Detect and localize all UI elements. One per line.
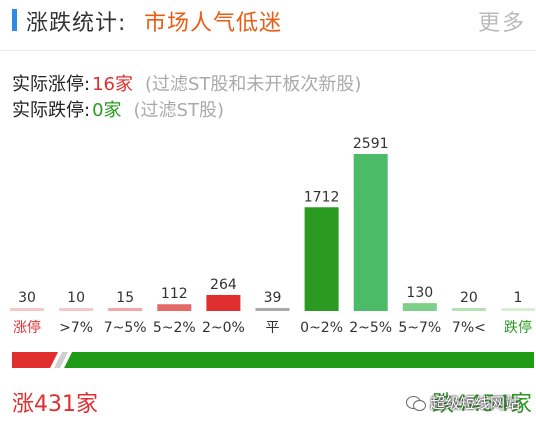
bar-2 [108, 308, 143, 311]
wechat-watermark: 超级短线网站 [405, 392, 520, 413]
ratio-separator [54, 352, 69, 368]
bar-value-label: 39 [264, 290, 282, 306]
limit-up-stat: 实际涨停: 16家 (过滤ST股和未开板次新股) [12, 70, 361, 96]
bar-value-label: 112 [161, 286, 188, 302]
bar-value-label: 130 [406, 285, 433, 301]
limit-down-value: 0家 [92, 100, 122, 121]
bar-7 [353, 154, 388, 311]
limit-down-stat: 实际跌停: 0家 (过滤ST股) [12, 96, 224, 122]
bar-category-label: 5~7% [398, 320, 441, 336]
bar-value-label: 1 [514, 290, 523, 306]
bar-9 [451, 308, 486, 311]
limit-up-note: (过滤ST股和未开板次新股) [144, 74, 362, 95]
header-accent-bar [12, 9, 17, 31]
limit-down-note: (过滤ST股) [133, 100, 224, 121]
bar-category-label: 0~2% [300, 320, 343, 336]
bar-category-label: 2~5% [349, 320, 392, 336]
up-down-ratio-bar [12, 352, 534, 368]
header-divider [0, 50, 536, 51]
bar-10 [501, 308, 535, 311]
bar-value-label: 1712 [304, 189, 340, 205]
up-ratio-segment [12, 352, 59, 368]
bar-category-label: 涨停 [13, 319, 41, 336]
bar-3 [157, 304, 192, 311]
bar-6 [304, 207, 339, 311]
bar-0 [10, 308, 44, 311]
bar-5 [255, 308, 290, 311]
stats-header: 涨跌统计: 市场人气低迷 更多 [0, 0, 536, 44]
bar-value-label: 264 [210, 277, 237, 293]
bar-category-label: 2~0% [202, 320, 245, 336]
bar-category-label: 5~2% [153, 320, 196, 336]
bar-1 [59, 308, 94, 311]
bar-value-label: 2591 [353, 136, 389, 152]
down-ratio-segment [64, 352, 534, 368]
watermark-text: 超级短线网站 [429, 394, 520, 412]
bar-category-label: 跌停 [504, 319, 532, 336]
bar-4 [206, 295, 241, 311]
bar-value-label: 30 [18, 290, 36, 306]
bar-category-label: 7~5% [104, 320, 147, 336]
total-down-count: 跌4454家 [432, 392, 532, 417]
limit-down-label: 实际跌停: [12, 100, 91, 121]
bar-category-label: 7%< [452, 320, 486, 336]
limit-up-value: 16家 [92, 74, 133, 95]
total-up-count: 涨431家 [12, 392, 98, 417]
header-title: 涨跌统计: [26, 11, 127, 36]
bar-category-label: >7% [59, 320, 93, 336]
limit-up-label: 实际涨停: [12, 74, 91, 95]
bar-value-label: 20 [460, 290, 478, 306]
bar-value-label: 10 [67, 290, 85, 306]
bar-8 [402, 303, 437, 311]
market-sentiment-status: 市场人气低迷 [144, 11, 283, 36]
more-button[interactable]: 更多 [477, 11, 526, 36]
bar-category-label: 平 [266, 320, 280, 336]
wechat-icon [405, 395, 426, 411]
distribution-bar-chart: 30 涨停 10 >7% 15 7~5% 112 5~2% 264 2~0% 39 平 1712 0~2%… [10, 136, 535, 336]
bar-value-label: 15 [116, 290, 134, 306]
